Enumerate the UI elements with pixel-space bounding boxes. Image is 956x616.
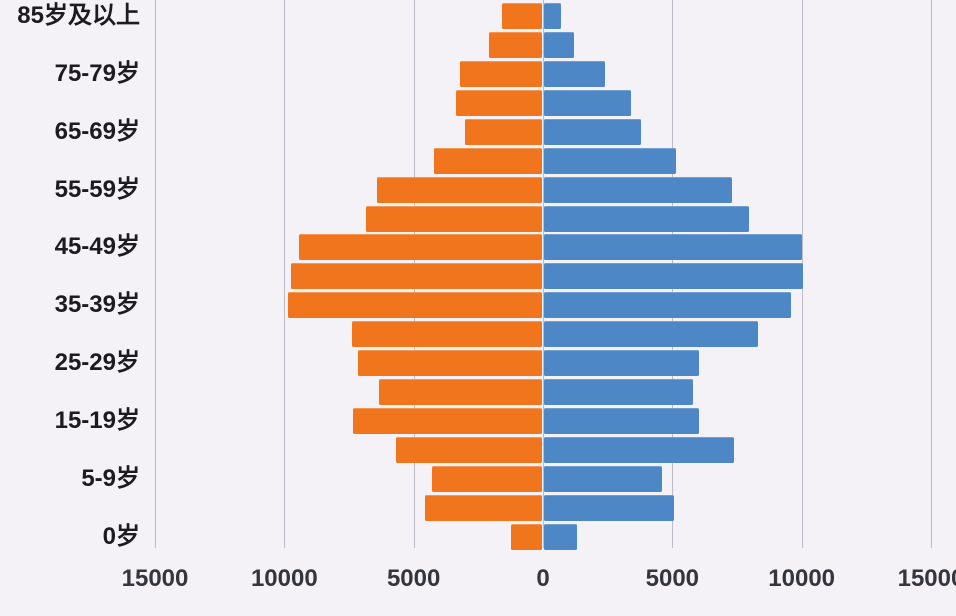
y-axis-tick-label: 55-59岁 [54,175,140,203]
bar-left [425,494,542,521]
y-axis-tick-label: 75-79岁 [54,59,140,87]
bar-right [544,408,700,435]
bar-left [460,60,542,87]
bar-left [434,147,542,174]
bar-right [544,465,662,492]
y-axis-tick-label: 45-49岁 [54,233,140,261]
bar-right [544,3,562,29]
y-axis-tick-label: 0岁 [102,522,140,550]
bar-left [501,3,542,29]
bar-right [544,60,606,87]
y-axis-tick-label: 85岁及以上 [17,2,140,29]
x-axis-tick-label: 15000 [121,565,189,592]
bar-right [544,494,674,521]
bar-left [378,379,542,406]
bar-left [395,436,542,463]
bar-right [544,118,642,145]
bar-left [290,263,542,290]
y-axis-tick-label: 5-9岁 [81,464,140,492]
bar-left [351,321,542,348]
gridline [284,0,286,548]
bar-left [288,292,542,319]
bar-left [365,205,542,232]
gridline [930,0,932,548]
bar-right [544,523,577,550]
bar-right [544,292,792,319]
bar-right [544,379,694,406]
bar-left [456,89,542,116]
x-axis-tick-label: 10000 [250,565,318,592]
y-axis-tick-label: 25-29岁 [54,349,140,377]
gridline [155,0,156,548]
bar-left [431,465,542,492]
x-axis-tick-label: 5000 [386,565,441,592]
bar-right [544,321,758,348]
bar-right [544,234,802,261]
bar-right [544,176,732,203]
x-axis-tick-label: 5000 [645,565,700,592]
bar-left [377,176,542,203]
bar-left [358,350,542,377]
bar-right [544,31,575,58]
bar-right [544,205,749,232]
bar-left [465,118,542,145]
x-axis-tick-label: 0 [536,565,550,592]
bar-left [352,408,542,435]
bar-left [510,523,542,550]
bar-right [544,89,631,116]
y-axis-tick-label: 35-39岁 [54,291,140,319]
bar-left [488,31,542,58]
bar-right [544,350,700,377]
bar-left [298,234,542,261]
y-axis-tick-label: 15-19岁 [54,407,140,435]
bar-right [544,263,803,290]
bar-right [544,436,735,463]
bar-right [544,147,677,174]
y-axis-tick-label: 65-69岁 [54,117,140,145]
gridline [543,0,544,548]
x-axis-tick-label: 15000 [897,565,956,592]
x-axis-tick-label: 10000 [768,565,836,592]
